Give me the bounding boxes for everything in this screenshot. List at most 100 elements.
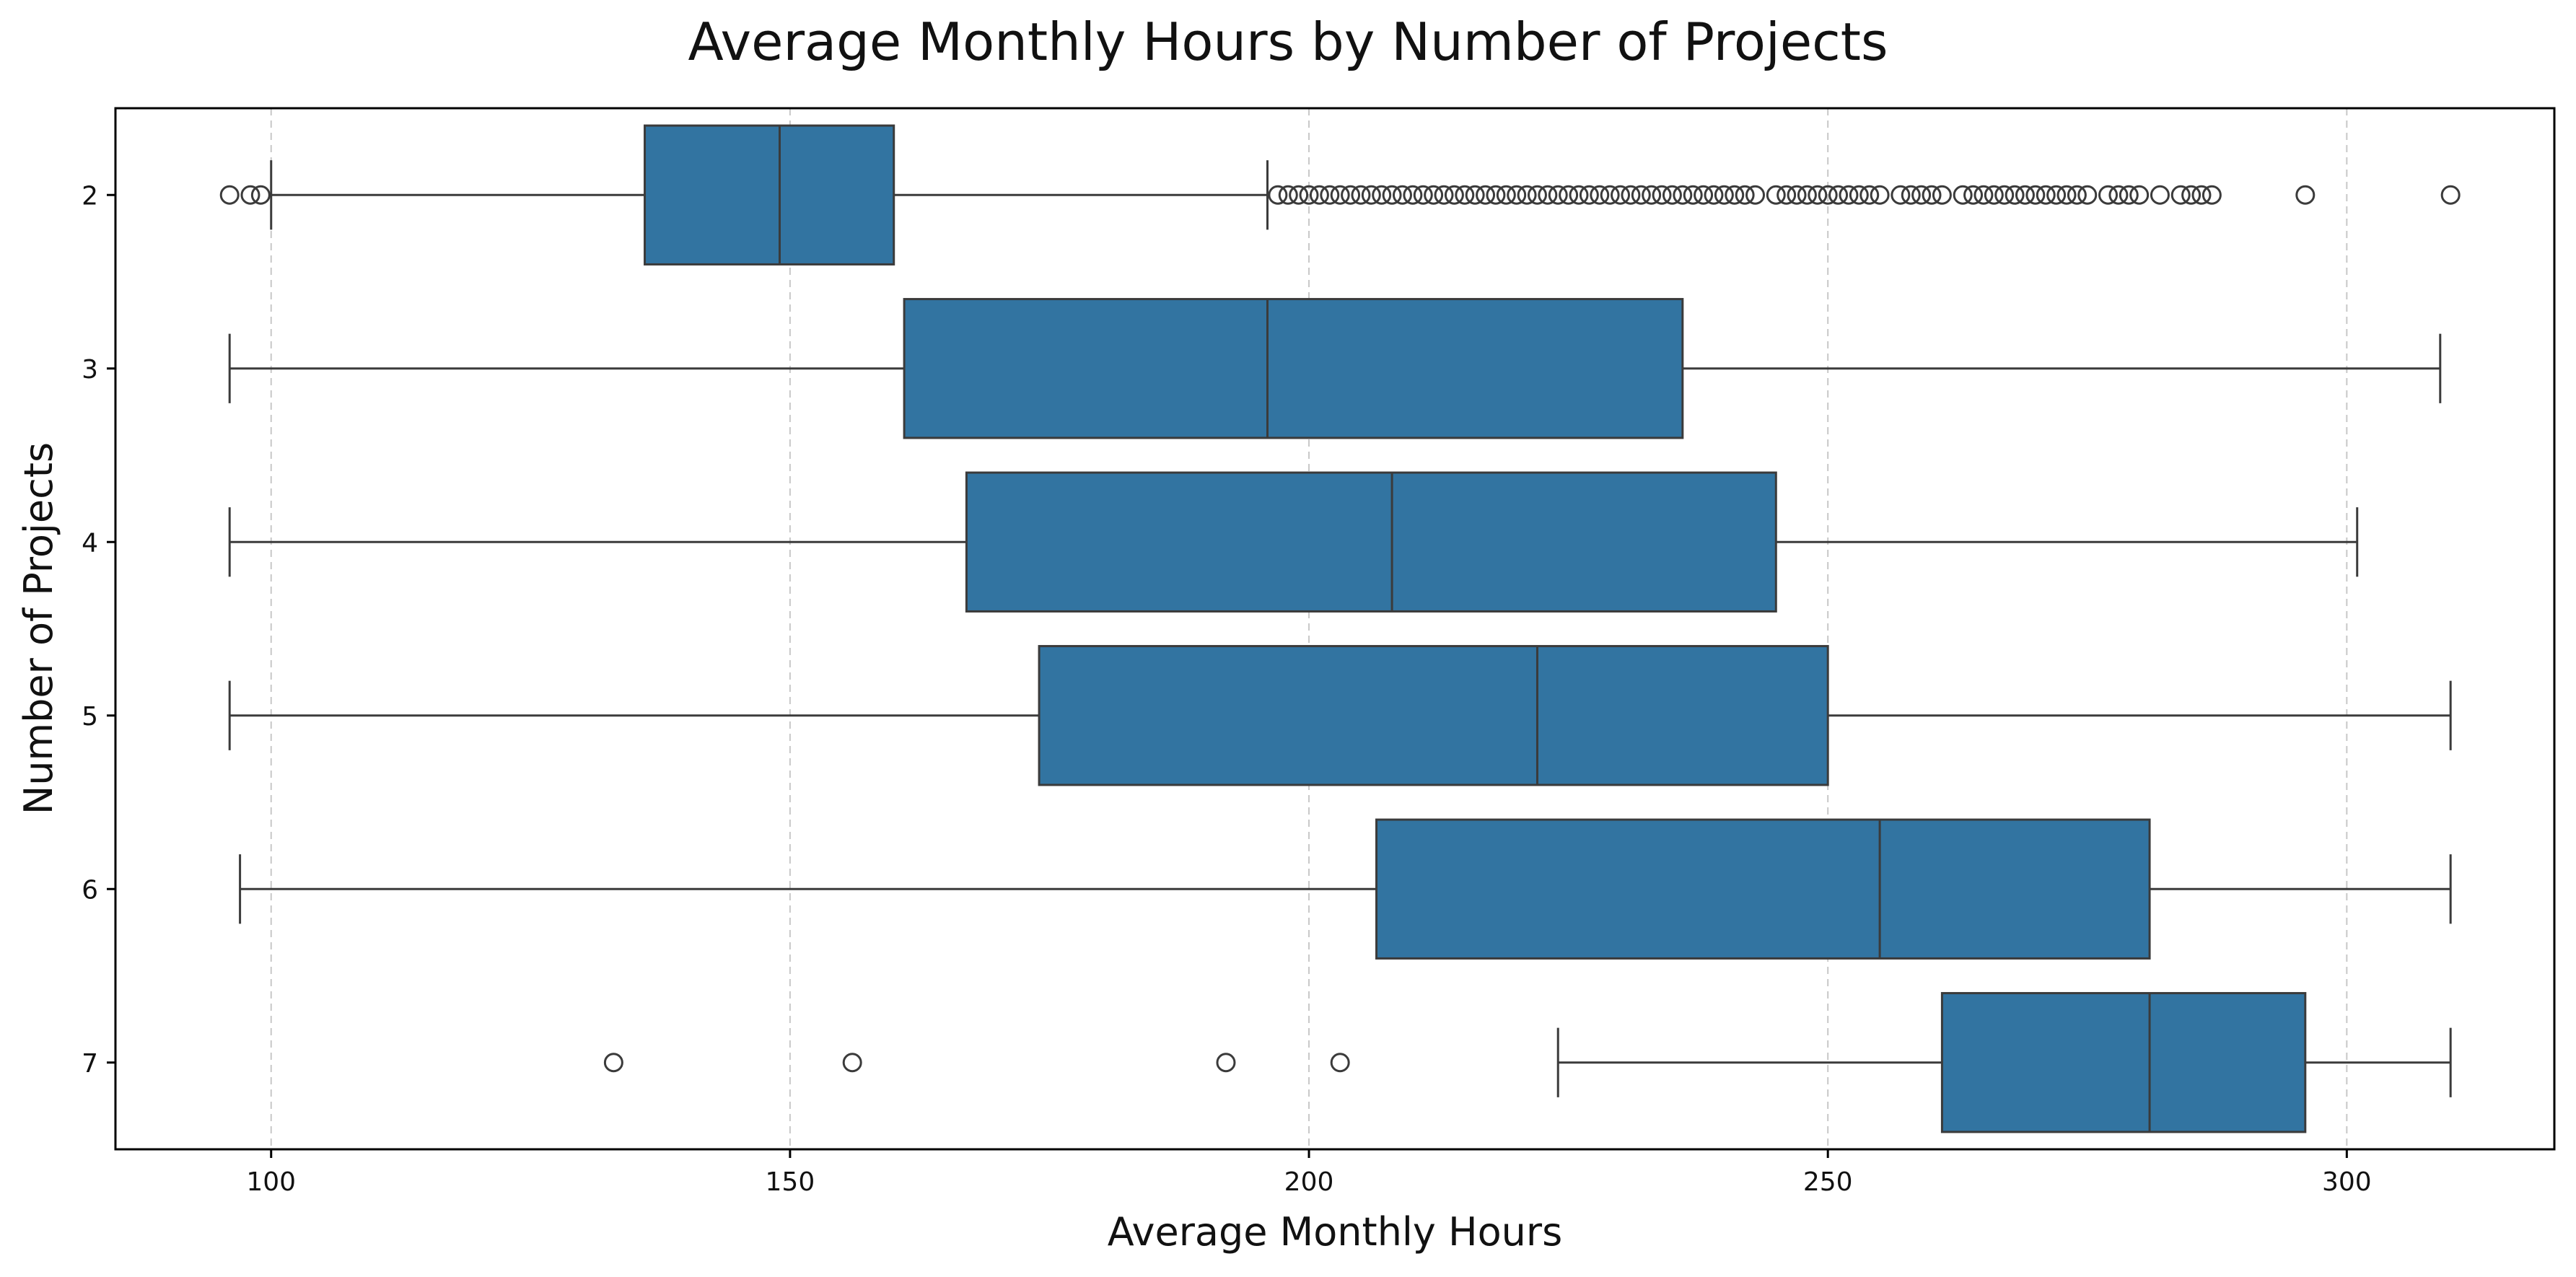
- outlier-point: [1621, 185, 1641, 205]
- outlier-point: [1496, 185, 1516, 205]
- outlier-point: [1611, 185, 1631, 205]
- boxes-layer: [219, 124, 2461, 1133]
- box-group-4: [228, 471, 2359, 613]
- y-axis-ticks: 2 3 4 5 6 7: [82, 181, 115, 1079]
- outlier-point: [1891, 185, 1911, 205]
- outlier-point: [1299, 185, 1319, 205]
- outlier-point: [1413, 185, 1433, 205]
- outlier-point: [1320, 185, 1340, 205]
- outlier-point: [1849, 185, 1869, 205]
- outlier-point: [2295, 185, 2316, 205]
- outlier-point: [1351, 185, 1371, 205]
- y-tick-label: 2: [82, 181, 98, 211]
- outlier-point: [2170, 185, 2191, 205]
- outlier-point: [2150, 185, 2170, 205]
- outlier-point: [2015, 185, 2035, 205]
- outlier-point: [1631, 185, 1651, 205]
- outlier-point: [1569, 185, 1589, 205]
- outlier-point: [1818, 185, 1838, 205]
- outlier-point: [219, 185, 240, 205]
- iqr-box: [644, 124, 895, 266]
- outlier-point: [2129, 185, 2150, 205]
- outlier-point: [1922, 185, 1942, 205]
- outlier-point: [1465, 185, 1485, 205]
- outlier-point: [1382, 185, 1402, 205]
- x-tick-label: 100: [246, 1167, 296, 1197]
- outlier-point: [1870, 185, 1890, 205]
- chart-title: Average Monthly Hours by Number of Proje…: [688, 12, 1888, 72]
- y-tick-label: 4: [82, 528, 98, 558]
- outlier-point: [1714, 185, 1734, 205]
- outlier-point: [1725, 185, 1745, 205]
- outlier-point: [1268, 185, 1288, 205]
- outlier-point: [1984, 185, 2004, 205]
- outlier-point: [2077, 185, 2098, 205]
- outlier-point: [1372, 185, 1392, 205]
- x-tick-label: 250: [1803, 1167, 1853, 1197]
- iqr-box: [1375, 818, 2151, 960]
- outlier-point: [1994, 185, 2015, 205]
- outlier-point: [1424, 185, 1444, 205]
- outlier-point: [2202, 185, 2222, 205]
- box-group-7: [603, 992, 2452, 1133]
- iqr-box: [1940, 992, 2307, 1133]
- outlier-point: [1694, 185, 1714, 205]
- outlier-point: [1434, 185, 1454, 205]
- outlier-point: [2440, 185, 2461, 205]
- outlier-point: [1745, 185, 1766, 205]
- outlier-point: [1216, 1053, 1236, 1073]
- x-tick-label: 300: [2322, 1167, 2372, 1197]
- outlier-point: [2046, 185, 2067, 205]
- y-tick-label: 3: [82, 355, 98, 385]
- outlier-point: [1444, 185, 1464, 205]
- outlier-point: [1455, 185, 1475, 205]
- outlier-point: [1673, 185, 1693, 205]
- outlier-point: [1538, 185, 1558, 205]
- outlier-point: [1548, 185, 1568, 205]
- outlier-point: [1559, 185, 1579, 205]
- outlier-point: [1662, 185, 1682, 205]
- iqr-box: [903, 298, 1684, 439]
- outlier-point: [1642, 185, 1662, 205]
- box-group-2: [219, 124, 2461, 266]
- outlier-point: [1652, 185, 1672, 205]
- outlier-point: [2181, 185, 2202, 205]
- outlier-point: [1289, 185, 1309, 205]
- outlier-point: [1309, 185, 1329, 205]
- outlier-point: [2119, 185, 2139, 205]
- outlier-point: [1704, 185, 1724, 205]
- y-axis-label: Number of Projects: [16, 442, 61, 815]
- outlier-point: [603, 1053, 623, 1073]
- outlier-point: [1330, 185, 1350, 205]
- y-tick-label: 6: [82, 875, 98, 905]
- outlier-point: [1911, 185, 1932, 205]
- outlier-point: [250, 185, 271, 205]
- outlier-point: [1330, 1053, 1350, 1073]
- outlier-point: [1766, 185, 1786, 205]
- y-tick-label: 5: [82, 702, 98, 732]
- outlier-point: [1735, 185, 1755, 205]
- outlier-point: [842, 1053, 862, 1073]
- outlier-point: [1527, 185, 1547, 205]
- outlier-point: [1507, 185, 1527, 205]
- outlier-point: [1579, 185, 1599, 205]
- outlier-point: [2108, 185, 2129, 205]
- outlier-point: [1476, 185, 1496, 205]
- outlier-point: [2056, 185, 2077, 205]
- outlier-point: [1901, 185, 1921, 205]
- outlier-point: [1859, 185, 1880, 205]
- outlier-point: [1777, 185, 1797, 205]
- x-axis-ticks: 100 150 200 250 300: [246, 1149, 2372, 1197]
- outlier-point: [1808, 185, 1828, 205]
- outlier-point: [2191, 185, 2212, 205]
- outlier-point: [1797, 185, 1817, 205]
- outlier-point: [1828, 185, 1849, 205]
- outlier-point: [1600, 185, 1620, 205]
- outlier-point: [1403, 185, 1423, 205]
- outlier-point: [240, 185, 260, 205]
- grid-lines: [270, 108, 2348, 1149]
- y-tick-label: 7: [82, 1049, 98, 1079]
- outlier-point: [1683, 185, 1703, 205]
